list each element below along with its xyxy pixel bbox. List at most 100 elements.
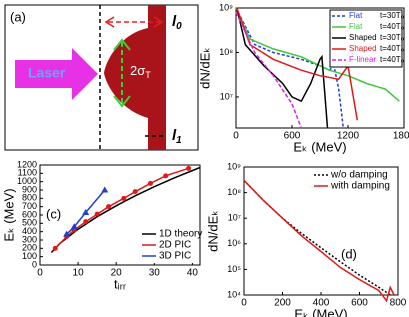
legend-time: t=40T₀: [380, 22, 404, 31]
y-tick-label: 700: [22, 201, 37, 211]
series-line: [235, 7, 400, 102]
x-tick-label: 800: [390, 298, 407, 309]
panel: 0 10 20 30 400100200300400500600700800900100…: [1, 159, 202, 291]
marker: [94, 211, 100, 217]
sigma-label: 2σT: [130, 63, 151, 80]
y-tick-label: 500: [22, 218, 37, 228]
y-tick-label: 900: [22, 184, 37, 194]
marker: [52, 245, 58, 251]
legend-time: t=40T₀: [380, 44, 404, 53]
legend-label: 1D theory: [159, 229, 202, 240]
marker: [186, 165, 192, 171]
y-tick-label: 600: [22, 209, 37, 219]
legend-label: 3D PIC: [159, 251, 191, 262]
legend-label: Flat: [349, 22, 363, 31]
legend-label: w/o damping: [330, 170, 388, 181]
x-tick-label: 1800: [393, 131, 409, 142]
series-line: [243, 179, 391, 296]
x-tick-label: 10: [73, 268, 85, 279]
legend-label: with damping: [330, 181, 390, 192]
series-line: [236, 7, 329, 129]
marker: [70, 223, 78, 230]
legend-time: t=40T₀: [380, 55, 404, 64]
y-tick-label: 10⁹: [227, 161, 241, 171]
legend-label: 2D PIC: [159, 240, 191, 251]
arrowheads: [113, 38, 131, 108]
target: [104, 5, 166, 150]
y-tick-label: 1000: [17, 176, 37, 186]
x-tick-label: 40: [187, 268, 199, 279]
panel-label: (c): [46, 206, 61, 221]
marker: [121, 195, 127, 201]
sigma-sub: T: [145, 70, 151, 80]
legend-label: Flat: [349, 11, 363, 20]
y-axis-label: dN/dEₖ: [197, 47, 212, 89]
x-tick-label: 600: [351, 298, 368, 309]
x-tick-label: 0: [241, 298, 247, 309]
x-axis-label: Eₖ (MeV): [293, 139, 346, 154]
x-axis-label: Eₖ (MeV): [294, 306, 347, 317]
panel: 0 200 400 600 800 10⁴ 10⁵ 10⁶ 10⁷ 10⁸ 10⁹ Eₖ (MeV) d…: [205, 161, 406, 317]
marker: [147, 180, 153, 186]
legend-time: t=30T₀: [380, 11, 404, 20]
laser-label: Laser: [28, 65, 66, 81]
y-tick-label: 1200: [17, 159, 37, 169]
marker: [101, 186, 109, 193]
panel-a: (a) Laser l0 2σT l1: [4, 4, 199, 151]
x-axis-label: tᵢᵣᵣ: [114, 276, 126, 291]
x-tick-label: 0: [37, 268, 43, 279]
marker: [82, 209, 90, 215]
x-tick-label: 200: [274, 298, 291, 309]
arrowheads: [104, 16, 164, 28]
y-tick-label: 0: [32, 259, 37, 269]
y-axis-label: dN/dEₖ: [205, 210, 220, 252]
marker: [163, 173, 169, 179]
panel-label: (d): [341, 246, 357, 261]
series-line: [50, 166, 201, 254]
l1-label: l1: [172, 127, 182, 146]
sigma-main: 2σ: [130, 63, 145, 78]
legend-time: t=30T₀: [380, 33, 404, 42]
x-tick-label: 600: [284, 131, 301, 142]
legend-box: [312, 169, 396, 193]
x-tick-label: 20: [111, 268, 123, 279]
y-tick-label: 10⁸: [227, 187, 241, 197]
marker: [106, 204, 112, 210]
series-line: [235, 11, 303, 129]
y-tick-label: 10⁶: [227, 238, 241, 248]
marker: [63, 230, 71, 237]
series-line: [66, 189, 106, 235]
legend-label: Shaped: [349, 33, 377, 42]
panel-label: (a): [10, 9, 26, 24]
y-tick-label: 300: [22, 234, 37, 244]
x-tick-label: 1200: [337, 131, 360, 142]
l0-label: l0: [172, 13, 182, 32]
x-tick-label: 0: [233, 131, 239, 142]
panel: 06001200180010⁷10⁸10⁹Eₖ (MeV)dN/dEₖ(b)Fl…: [197, 2, 409, 154]
y-tick-label: 800: [22, 193, 37, 203]
l1-sub: 1: [176, 135, 182, 146]
y-tick-label: 100: [22, 251, 37, 261]
series-line: [236, 7, 359, 121]
l0-main: l: [172, 13, 177, 30]
l1-main: l: [172, 127, 177, 144]
plot-frame: [235, 7, 405, 129]
series-line: [235, 7, 345, 129]
y-tick-label: 1100: [18, 168, 37, 178]
y-tick-label: 10⁴: [227, 289, 241, 299]
y-tick-label: 400: [22, 226, 37, 236]
y-tick-label: 10⁷: [228, 213, 241, 223]
marker: [132, 189, 138, 195]
legend-label: Shaped: [349, 44, 377, 53]
l0-sub: 0: [176, 21, 182, 32]
y-tick-label: 10⁸: [219, 47, 233, 57]
y-axis-label: Eₖ (MeV): [1, 188, 16, 241]
y-tick-label: 200: [22, 243, 37, 253]
y-tick-label: 10⁵: [227, 264, 241, 274]
y-tick-label: 10⁷: [220, 91, 233, 101]
x-tick-label: 400: [313, 298, 330, 309]
laser-arrow: [15, 48, 98, 100]
marker: [83, 219, 89, 225]
x-tick-label: 30: [149, 268, 161, 279]
